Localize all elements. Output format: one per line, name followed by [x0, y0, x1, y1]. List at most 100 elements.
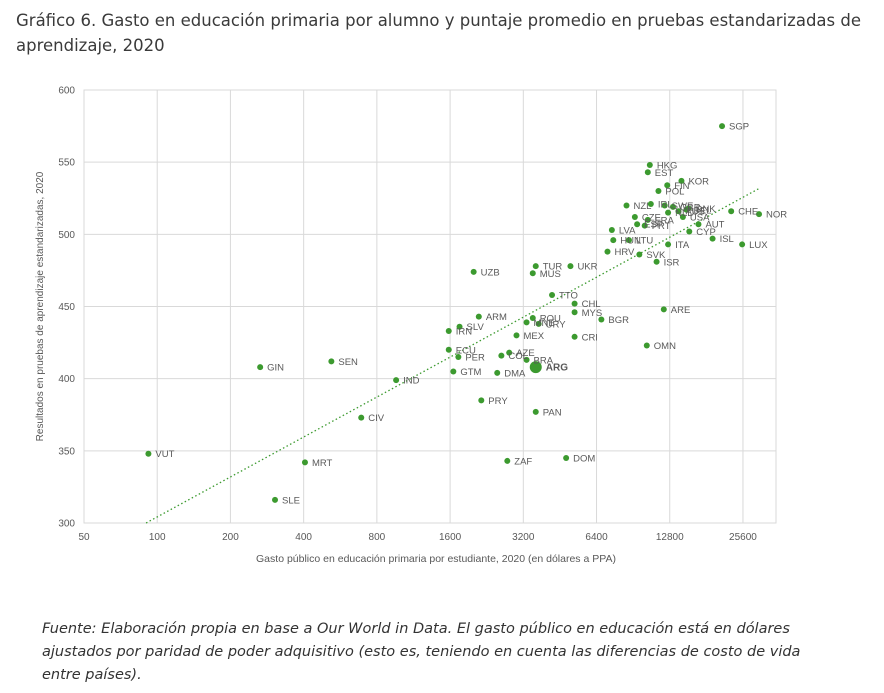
data-point-mex: [513, 332, 520, 339]
data-label-esp: ESP: [644, 220, 663, 231]
data-point-chl: [571, 300, 578, 307]
data-label-omn: OMN: [654, 341, 676, 352]
y-tick-label: 400: [58, 374, 75, 385]
source-note: Fuente: Elaboración propia en base a Our…: [42, 621, 801, 683]
data-point-isr: [653, 258, 660, 265]
data-point-ltu: [625, 237, 632, 244]
data-label-sle: SLE: [282, 495, 300, 506]
data-label-ind: IND: [403, 376, 420, 387]
data-label-kor: KOR: [688, 176, 709, 187]
data-label-svk: SVK: [646, 250, 666, 261]
data-point-usa: [679, 214, 686, 221]
data-label-mex: MEX: [523, 331, 544, 342]
data-label-irn: IRN: [456, 327, 473, 338]
data-point-ita: [665, 241, 672, 248]
data-label-cri: CRI: [582, 332, 598, 343]
data-label-arg: ARG: [546, 363, 568, 374]
data-label-mrt: MRT: [312, 458, 333, 469]
data-point-mys: [571, 309, 578, 316]
data-point-bgr: [598, 316, 605, 323]
data-label-dnk: DNK: [696, 204, 717, 215]
data-label-dma: DMA: [504, 368, 526, 379]
data-point-tto: [549, 291, 556, 298]
data-point-pol: [655, 188, 662, 195]
data-point-irl: [647, 201, 654, 208]
data-point-kor: [678, 177, 685, 184]
data-label-mys: MYS: [582, 308, 603, 319]
data-point-dma: [494, 369, 501, 376]
data-point-che: [728, 208, 735, 215]
x-tick-label: 400: [295, 532, 312, 543]
data-label-ukr: UKR: [577, 262, 597, 273]
data-point-dom: [563, 455, 570, 462]
data-point-hrv: [604, 248, 611, 255]
data-point-aze: [506, 349, 513, 356]
data-label-che: CHE: [738, 207, 758, 218]
data-point-irn: [445, 328, 452, 335]
x-tick-label: 50: [78, 532, 90, 543]
trendline: [145, 187, 761, 524]
data-label-swe: SWE: [672, 201, 694, 212]
data-point-gin: [257, 364, 264, 371]
data-label-sen: SEN: [338, 357, 358, 368]
y-axis-label: Resultados en pruebas de aprendizaje est…: [35, 171, 46, 441]
data-label-gtm: GTM: [460, 367, 481, 378]
data-label-bgr: BGR: [608, 315, 629, 326]
x-tick-label: 25600: [729, 532, 757, 543]
data-point-ind: [393, 377, 400, 384]
data-point-nld: [665, 209, 672, 216]
data-point-cyp: [686, 228, 693, 235]
data-point-nzl: [623, 202, 630, 209]
data-label-pol: POL: [665, 187, 684, 198]
x-tick-label: 3200: [512, 532, 535, 543]
x-tick-label: 6400: [585, 532, 608, 543]
data-point-slv: [456, 323, 463, 330]
data-point-isl: [709, 235, 716, 242]
data-label-col: COL: [508, 351, 528, 362]
data-label-usa: USA: [690, 213, 710, 224]
data-point-vut: [145, 450, 152, 457]
data-label-mne: MNE: [534, 318, 555, 329]
x-tick-label: 800: [369, 532, 386, 543]
data-label-arm: ARM: [486, 312, 507, 323]
data-point-arm: [475, 313, 482, 320]
y-tick-label: 500: [58, 230, 75, 241]
data-label-hkg: HKG: [657, 161, 678, 172]
data-point-aus: [675, 208, 682, 215]
data-point-mus: [529, 270, 536, 277]
data-label-aze: AZE: [516, 348, 534, 359]
data-label-aut: AUT: [705, 220, 724, 231]
data-point-sen: [328, 358, 335, 365]
x-axis-label: Gasto público en educación primaria por …: [256, 553, 616, 565]
data-label-irl: IRL: [658, 200, 673, 211]
data-label-cze: CZE: [642, 213, 661, 224]
data-label-lux: LUX: [749, 240, 768, 251]
data-point-gbr: [669, 203, 676, 210]
data-label-isr: ISR: [664, 257, 680, 268]
data-point-arg: [529, 361, 542, 374]
data-point-svk: [636, 251, 643, 258]
data-point-bra: [523, 356, 530, 363]
data-label-chl: CHL: [582, 299, 601, 310]
data-label-nor: NOR: [766, 210, 787, 221]
x-axis-ticks: 50 100 200 400 800 1600 3200 6400 12800 25600: [78, 532, 757, 543]
x-tick-label: 200: [222, 532, 239, 543]
data-point-omn: [643, 342, 650, 349]
data-label-civ: CIV: [368, 413, 385, 424]
data-label-prt: PRT: [652, 221, 671, 232]
data-point-per: [455, 354, 462, 361]
y-tick-label: 600: [58, 86, 75, 97]
data-label-cyp: CYP: [696, 227, 716, 238]
data-point-are: [660, 306, 667, 313]
y-tick-label: 550: [58, 158, 75, 169]
data-point-fin: [664, 182, 671, 189]
x-tick-label: 100: [149, 532, 166, 543]
data-label-ury: URY: [546, 319, 567, 330]
data-label-est: EST: [655, 168, 674, 179]
data-point-sgp: [719, 123, 726, 130]
trendline-path: [145, 187, 761, 524]
data-point-aut: [695, 221, 702, 228]
data-point-ury: [535, 320, 542, 327]
data-label-uzb: UZB: [481, 267, 500, 278]
